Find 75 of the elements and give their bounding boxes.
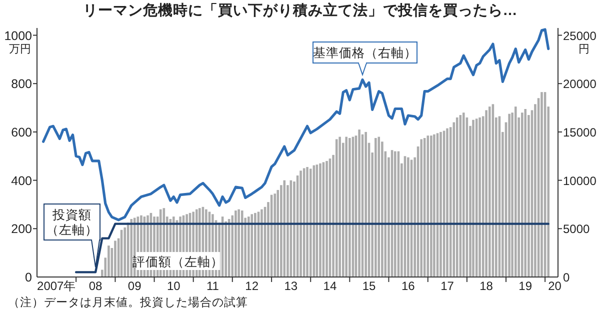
y-tick-label: 400 — [11, 174, 32, 188]
bar — [446, 128, 448, 277]
bar — [433, 134, 436, 277]
text: 基準価格（右軸） — [313, 46, 417, 60]
bar — [326, 160, 328, 277]
bar — [374, 138, 377, 277]
bar — [430, 136, 432, 277]
chart-title: リーマン危機時に「買い下がり積み立て法」で投信を買ったら… — [82, 1, 518, 19]
x-tick-label: 09 — [128, 279, 142, 293]
y2-tick-label: 15000 — [563, 125, 597, 140]
y2-tick-label: 20000 — [563, 77, 597, 92]
text: （注）データは月末値。投資した場合の試算 — [8, 295, 248, 309]
x-tick-label: 11 — [206, 279, 220, 293]
bar — [440, 132, 442, 277]
bar — [306, 167, 308, 277]
bar — [420, 139, 422, 277]
x-tick-label: 17 — [440, 279, 454, 293]
bar — [130, 218, 133, 277]
bar — [108, 246, 110, 277]
bar — [254, 212, 256, 277]
y2-tick-label: 5000 — [563, 222, 590, 236]
series-label: 評価額（左軸） — [132, 255, 224, 269]
bar — [348, 138, 351, 277]
bar — [521, 112, 524, 277]
bar — [114, 240, 116, 277]
bar — [300, 170, 302, 277]
x-tick-label: 19 — [518, 279, 532, 293]
bar — [319, 163, 322, 277]
bar — [407, 157, 410, 277]
bar — [426, 136, 430, 277]
y-tick-label: 200 — [11, 222, 32, 236]
bar — [260, 209, 263, 277]
x-tick-label: 18 — [480, 279, 494, 293]
x-tick-label: 12 — [245, 279, 259, 293]
y-tick-label: 0 — [25, 270, 32, 284]
bar — [250, 214, 254, 277]
x-tick-label: 15 — [362, 279, 376, 293]
bar — [488, 106, 491, 277]
bar — [524, 108, 527, 277]
bar — [345, 136, 348, 277]
y2-tick-label: 10000 — [563, 174, 597, 188]
y-tick-label: 1000 — [4, 28, 32, 43]
bar — [248, 216, 250, 277]
bar — [338, 136, 341, 277]
bar — [274, 194, 276, 277]
x-tick-label: 08 — [88, 279, 103, 293]
bar — [394, 151, 396, 277]
x-tick-label: 13 — [284, 279, 298, 293]
bar — [478, 117, 481, 277]
x-tick-label: 10 — [166, 279, 181, 293]
bar — [508, 114, 510, 277]
y2-axis-title: 円 — [578, 43, 590, 56]
bar — [378, 136, 380, 277]
x-tick-label: 16 — [402, 279, 416, 293]
bar — [540, 92, 543, 277]
line-series — [42, 28, 550, 222]
bar — [124, 227, 126, 277]
bar — [485, 110, 488, 277]
y-axis-title: 万円 — [9, 43, 31, 56]
bar — [472, 120, 474, 277]
bar — [364, 132, 367, 277]
bar — [514, 106, 517, 277]
y2-tick-label: 0 — [563, 270, 570, 284]
x-tick-label: 20 — [548, 279, 562, 293]
x-tick-label: 14 — [323, 279, 337, 293]
bar — [358, 130, 360, 277]
series-label: 投資額（左軸） — [46, 208, 98, 237]
x-tick-label: 2007年 — [37, 279, 76, 293]
bar — [234, 210, 237, 277]
y2-tick-label: 25000 — [563, 28, 597, 43]
y-tick-label: 600 — [11, 125, 32, 140]
bar — [462, 112, 465, 277]
bar — [240, 210, 244, 277]
bar — [238, 209, 240, 277]
y-tick-label: 800 — [11, 77, 32, 92]
